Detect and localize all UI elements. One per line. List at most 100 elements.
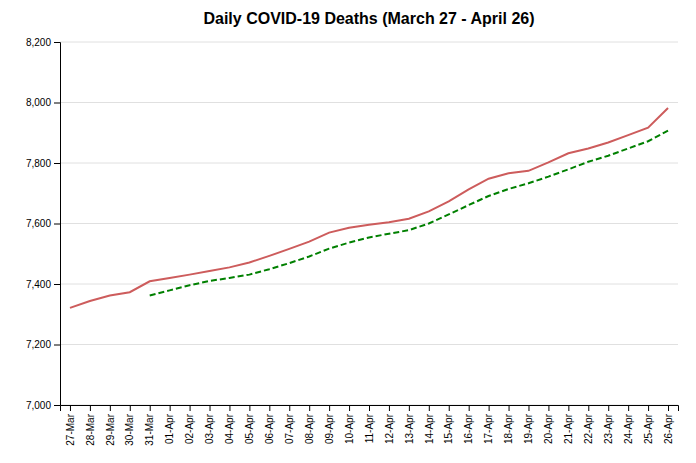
y-tick: 7,000	[26, 400, 60, 411]
y-axis-line	[54, 43, 61, 406]
x-tick-mark	[289, 405, 290, 411]
x-tick-mark	[369, 405, 370, 411]
x-tick-mark	[190, 405, 191, 411]
x-tick-label: 01-Apr	[164, 413, 175, 444]
x-tick: 17-Apr	[483, 405, 494, 444]
x-tick: 19-Apr	[523, 405, 534, 444]
x-tick-mark	[588, 405, 589, 411]
y-tick: 7,400	[26, 279, 60, 290]
x-tick: 03-Apr	[204, 405, 215, 444]
x-tick-mark	[528, 405, 529, 411]
x-tick-mark	[668, 405, 669, 411]
grid-line	[60, 42, 678, 43]
x-tick: 08-Apr	[304, 405, 315, 444]
x-tick: 27-Mar	[65, 405, 76, 446]
x-tick-label: 31-Mar	[144, 413, 155, 445]
title: Daily COVID-19 Deaths (March 27 - April …	[203, 10, 534, 27]
y-tick-mark	[54, 103, 60, 104]
x-tick: 23-Apr	[603, 405, 614, 444]
y-tick: 8,000	[26, 97, 60, 108]
x-tick: 31-Mar	[144, 405, 155, 446]
x-tick: 26-Apr	[663, 405, 674, 444]
x-tick-mark	[568, 405, 569, 411]
x-tick-label: 18-Apr	[503, 413, 514, 444]
x-tick-mark	[608, 405, 609, 411]
x-tick-label: 17-Apr	[483, 413, 494, 444]
y-tick-label: 7,800	[26, 158, 51, 169]
x-tick: 14-Apr	[424, 405, 435, 444]
x-tick-mark	[349, 405, 350, 411]
x-tick-label: 02-Apr	[184, 413, 195, 444]
x-tick: 25-Apr	[643, 405, 654, 444]
x-tick-label: 29-Mar	[105, 413, 116, 445]
x-tick-label: 20-Apr	[543, 413, 554, 444]
x-tick: 15-Apr	[443, 405, 454, 444]
y-tick-mark	[54, 345, 60, 346]
x-tick: 16-Apr	[463, 405, 474, 444]
y-tick-mark	[54, 42, 60, 43]
x-tick: 01-Apr	[164, 405, 175, 444]
x-tick-mark	[210, 405, 211, 411]
x-tick: 04-Apr	[224, 405, 235, 444]
y-tick: 7,800	[26, 158, 60, 169]
x-tick-label: 14-Apr	[424, 413, 435, 444]
x-tick-label: 25-Apr	[643, 413, 654, 444]
x-tick: 30-Mar	[124, 405, 135, 446]
x-tick-mark	[249, 405, 250, 411]
x-tick-mark	[409, 405, 410, 411]
plot-area	[70, 108, 668, 308]
x-axis-line	[61, 406, 679, 412]
x-tick-mark	[509, 405, 510, 411]
x-axis: 27-Mar 28-Mar 29-Mar 30-Mar 31-Mar 01-Apr 02-A…	[61, 405, 679, 446]
x-tick-mark	[269, 405, 270, 411]
y-tick: 7,600	[26, 218, 60, 229]
grid-line	[60, 284, 678, 285]
x-tick-mark	[309, 405, 310, 411]
x-tick-label: 21-Apr	[563, 413, 574, 444]
x-tick: 13-Apr	[404, 405, 415, 444]
y-tick-label: 7,600	[26, 218, 51, 229]
x-tick-label: 11-Apr	[364, 413, 375, 443]
x-tick: 05-Apr	[244, 405, 255, 444]
x-tick-label: 15-Apr	[443, 413, 454, 444]
chart: 7,000 7,200 7,400 7,600 7,800 8,000 8,200 27-Ma…	[0, 0, 696, 463]
x-tick-mark	[170, 405, 171, 411]
x-tick-mark	[389, 405, 390, 411]
x-tick-label: 26-Apr	[663, 413, 674, 444]
x-tick: 09-Apr	[324, 405, 335, 444]
x-tick: 12-Apr	[384, 405, 395, 444]
x-tick-mark	[489, 405, 490, 411]
line	[150, 131, 668, 296]
x-tick-label: 30-Mar	[124, 413, 135, 445]
y-tick-mark	[54, 405, 60, 406]
x-tick: 24-Apr	[623, 405, 634, 444]
y-tick: 7,200	[26, 339, 60, 350]
x-tick: 11-Apr	[364, 405, 375, 443]
x-tick-label: 24-Apr	[623, 413, 634, 444]
x-tick-label: 07-Apr	[284, 413, 295, 444]
x-tick-mark	[548, 405, 549, 411]
x-tick-label: 05-Apr	[244, 413, 255, 444]
y-tick-label: 7,400	[26, 279, 51, 290]
line	[70, 108, 668, 308]
x-tick-mark	[469, 405, 470, 411]
grid	[60, 42, 678, 405]
x-tick-mark	[229, 405, 230, 411]
y-tick-mark	[54, 224, 60, 225]
x-tick-label: 28-Mar	[85, 413, 96, 445]
x-tick-mark	[110, 405, 111, 411]
x-tick: 02-Apr	[184, 405, 195, 444]
x-tick-label: 12-Apr	[384, 413, 395, 444]
x-tick-mark	[329, 405, 330, 411]
x-tick-mark	[150, 405, 151, 411]
x-tick: 28-Mar	[85, 405, 96, 446]
x-tick: 22-Apr	[583, 405, 594, 444]
y-tick-label: 7,000	[26, 400, 51, 411]
y-tick: 8,200	[26, 37, 60, 48]
x-tick-label: 03-Apr	[204, 413, 215, 444]
x-tick-label: 16-Apr	[463, 413, 474, 444]
x-tick-label: 27-Mar	[65, 413, 76, 445]
x-tick: 07-Apr	[284, 405, 295, 444]
x-tick-mark	[70, 405, 71, 411]
y-axis: 7,000 7,200 7,400 7,600 7,800 8,000 8,200	[26, 37, 61, 411]
